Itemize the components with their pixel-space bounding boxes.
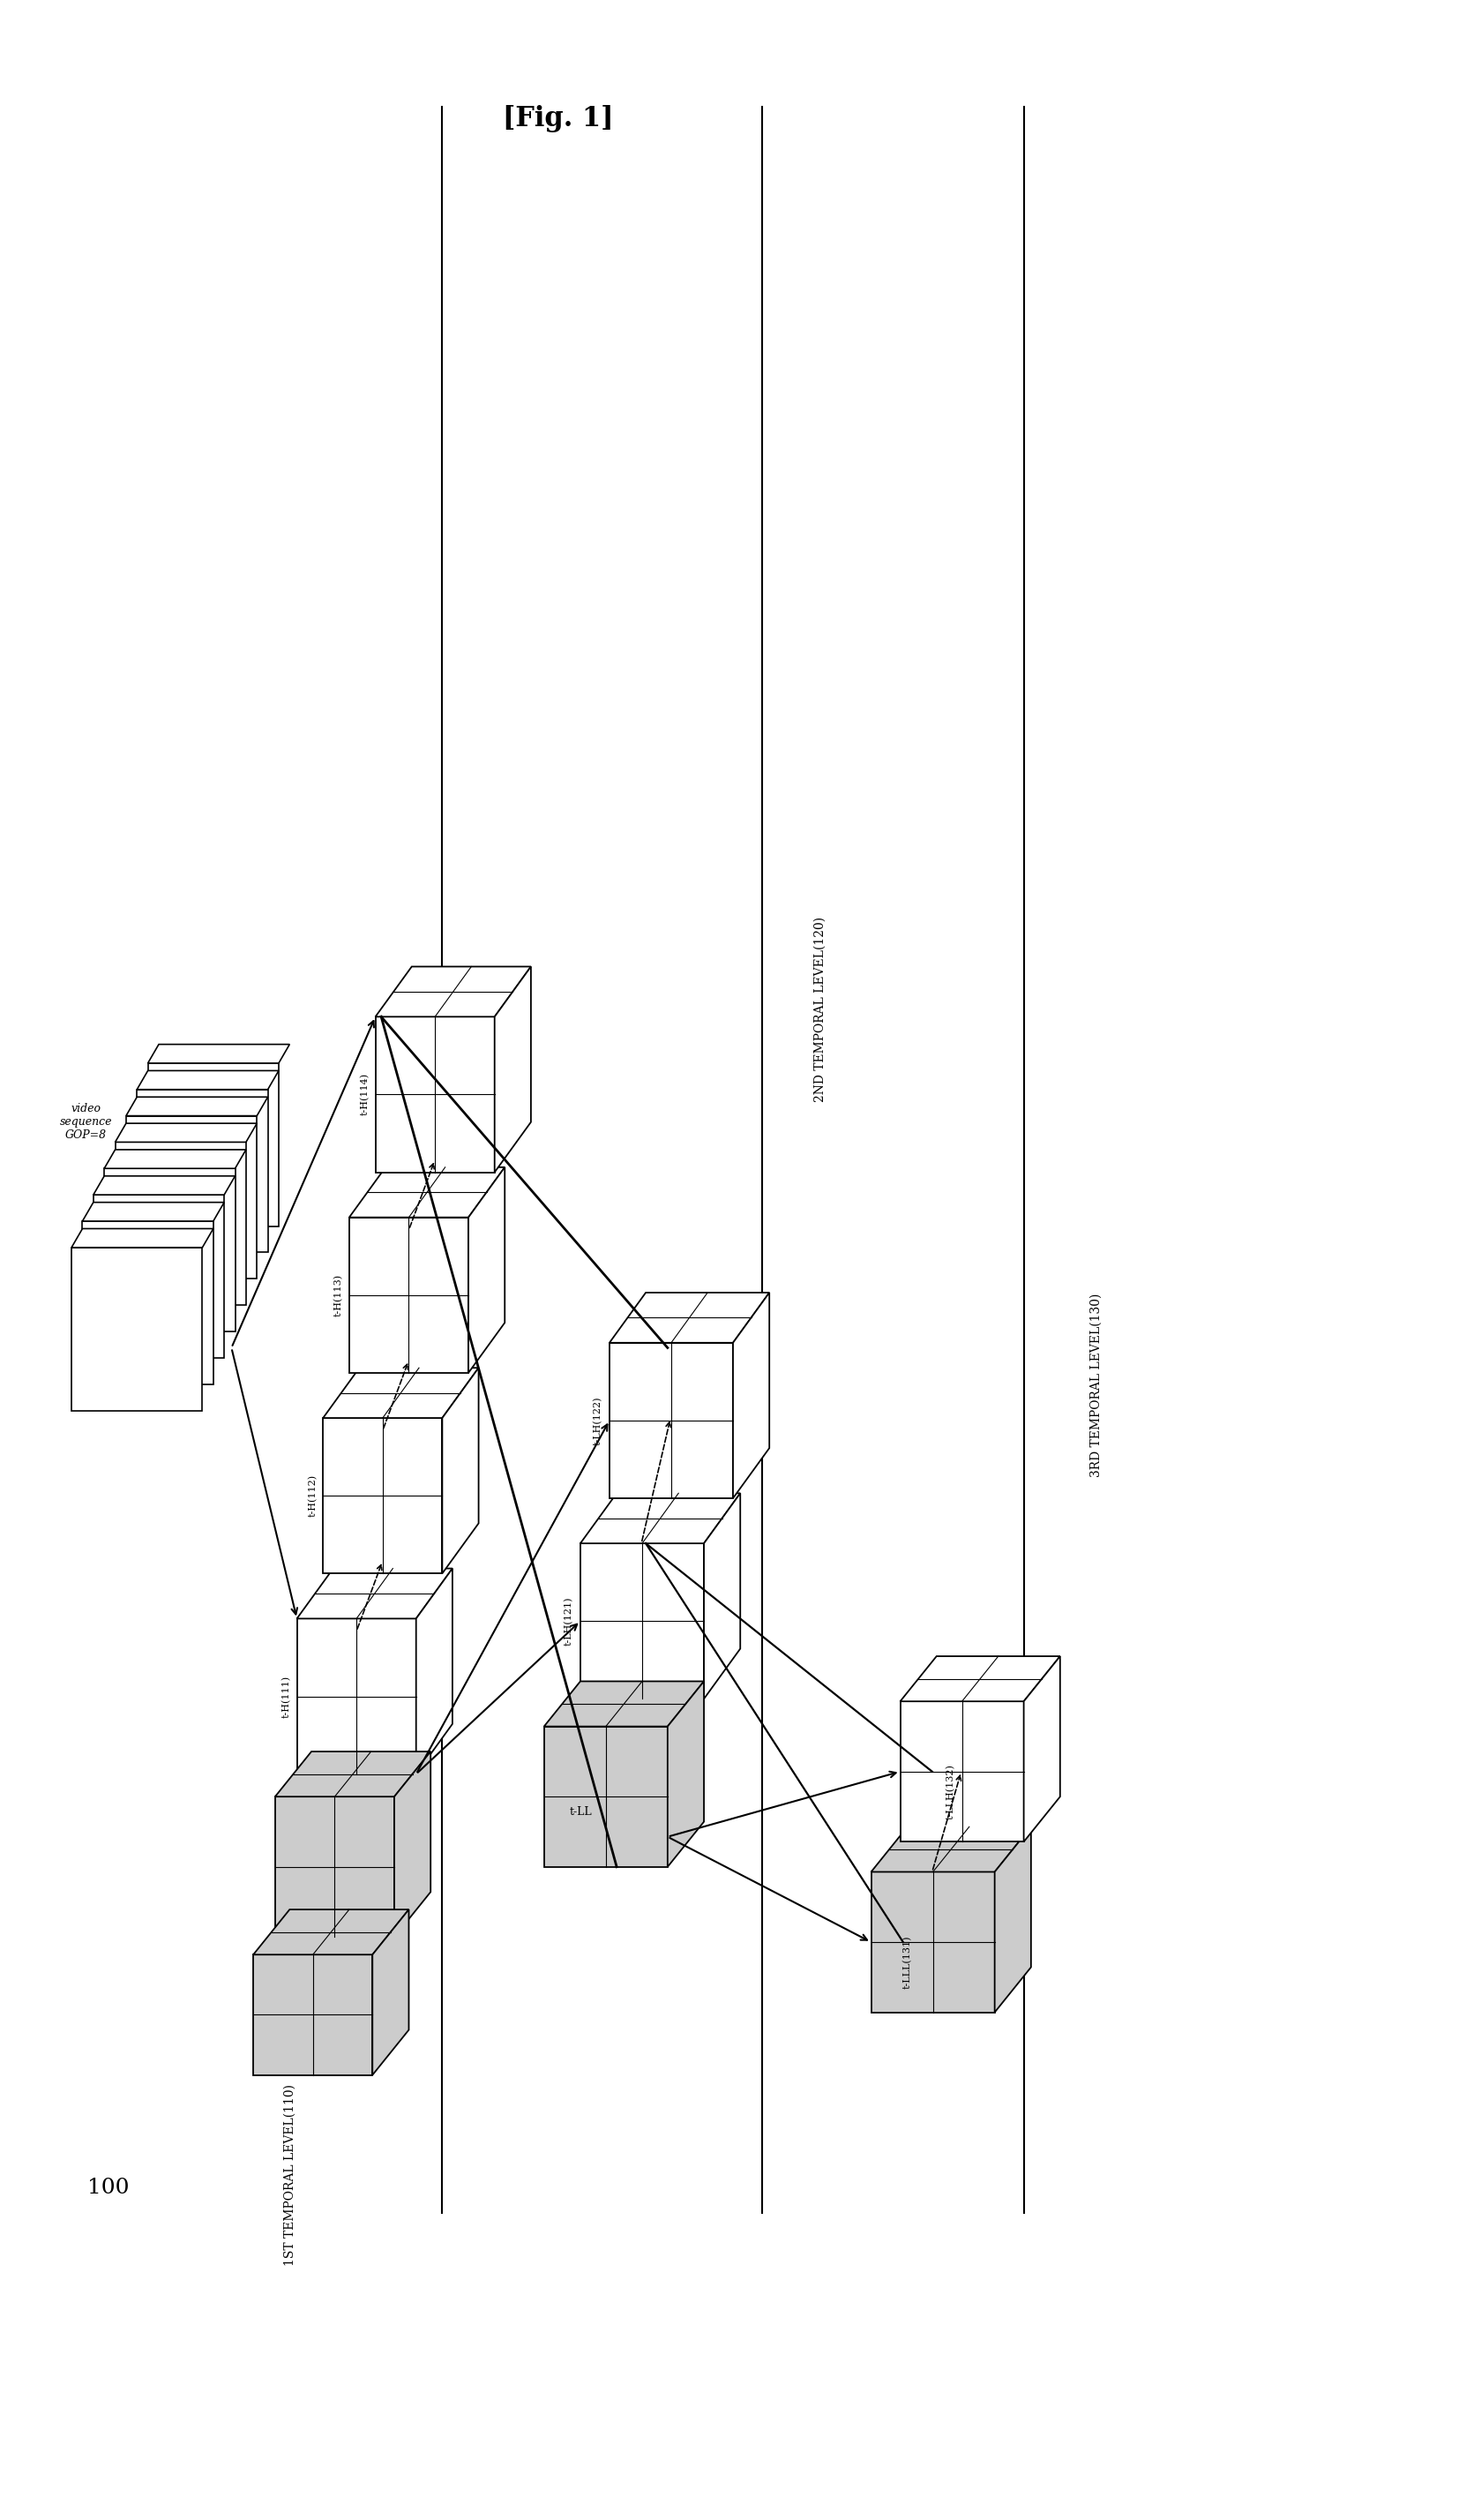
Polygon shape [544, 1681, 704, 1726]
Polygon shape [136, 1071, 279, 1089]
Polygon shape [116, 1142, 246, 1305]
Polygon shape [544, 1726, 667, 1867]
Polygon shape [900, 1656, 1060, 1701]
Polygon shape [116, 1124, 257, 1142]
Text: video
sequence
GOP=8: video sequence GOP=8 [60, 1104, 113, 1142]
Polygon shape [667, 1681, 704, 1867]
Polygon shape [610, 1343, 733, 1499]
Text: 2ND TEMPORAL LEVEL(120): 2ND TEMPORAL LEVEL(120) [814, 917, 827, 1101]
Text: t-H(114): t-H(114) [361, 1074, 369, 1116]
Polygon shape [372, 1910, 409, 2074]
Polygon shape [469, 1167, 504, 1373]
Polygon shape [1023, 1656, 1060, 1842]
Polygon shape [994, 1827, 1031, 2013]
Polygon shape [298, 1618, 416, 1774]
Polygon shape [610, 1293, 770, 1343]
Text: t-LH(122): t-LH(122) [594, 1396, 603, 1444]
Text: t-LL: t-LL [569, 1807, 592, 1817]
Polygon shape [94, 1194, 224, 1358]
Polygon shape [375, 1016, 494, 1172]
Text: 1ST TEMPORAL LEVEL(110): 1ST TEMPORAL LEVEL(110) [283, 2084, 296, 2265]
Polygon shape [323, 1368, 478, 1419]
Polygon shape [375, 968, 531, 1016]
Polygon shape [581, 1542, 704, 1698]
Polygon shape [82, 1222, 213, 1383]
Text: t-LLL(131): t-LLL(131) [903, 1935, 912, 1988]
Polygon shape [148, 1063, 279, 1227]
Text: [Fig. 1]: [Fig. 1] [503, 106, 614, 134]
Polygon shape [276, 1751, 431, 1797]
Polygon shape [871, 1872, 994, 2013]
Polygon shape [136, 1089, 268, 1252]
Polygon shape [494, 968, 531, 1172]
Text: t-LH(121): t-LH(121) [564, 1598, 573, 1646]
Polygon shape [72, 1247, 202, 1411]
Polygon shape [394, 1751, 431, 1938]
Text: 3RD TEMPORAL LEVEL(130): 3RD TEMPORAL LEVEL(130) [1091, 1293, 1102, 1477]
Polygon shape [82, 1202, 224, 1222]
Polygon shape [276, 1797, 394, 1938]
Text: 100: 100 [86, 2177, 129, 2197]
Text: t-LLH(132): t-LLH(132) [947, 1764, 956, 1819]
Text: t-H(111): t-H(111) [281, 1676, 292, 1719]
Polygon shape [704, 1494, 740, 1698]
Polygon shape [148, 1043, 290, 1063]
Polygon shape [72, 1230, 213, 1247]
Polygon shape [416, 1567, 453, 1774]
Polygon shape [94, 1177, 235, 1194]
Polygon shape [323, 1419, 443, 1572]
Polygon shape [126, 1096, 268, 1116]
Polygon shape [871, 1827, 1031, 1872]
Polygon shape [298, 1567, 453, 1618]
Polygon shape [733, 1293, 770, 1499]
Polygon shape [254, 1956, 372, 2074]
Text: t-H(113): t-H(113) [334, 1275, 343, 1315]
Text: t-H(112): t-H(112) [308, 1474, 317, 1517]
Polygon shape [349, 1167, 504, 1217]
Polygon shape [254, 1910, 409, 1956]
Polygon shape [104, 1149, 246, 1169]
Polygon shape [581, 1494, 740, 1542]
Polygon shape [900, 1701, 1023, 1842]
Polygon shape [443, 1368, 478, 1572]
Polygon shape [126, 1116, 257, 1278]
Polygon shape [349, 1217, 469, 1373]
Polygon shape [104, 1169, 235, 1331]
